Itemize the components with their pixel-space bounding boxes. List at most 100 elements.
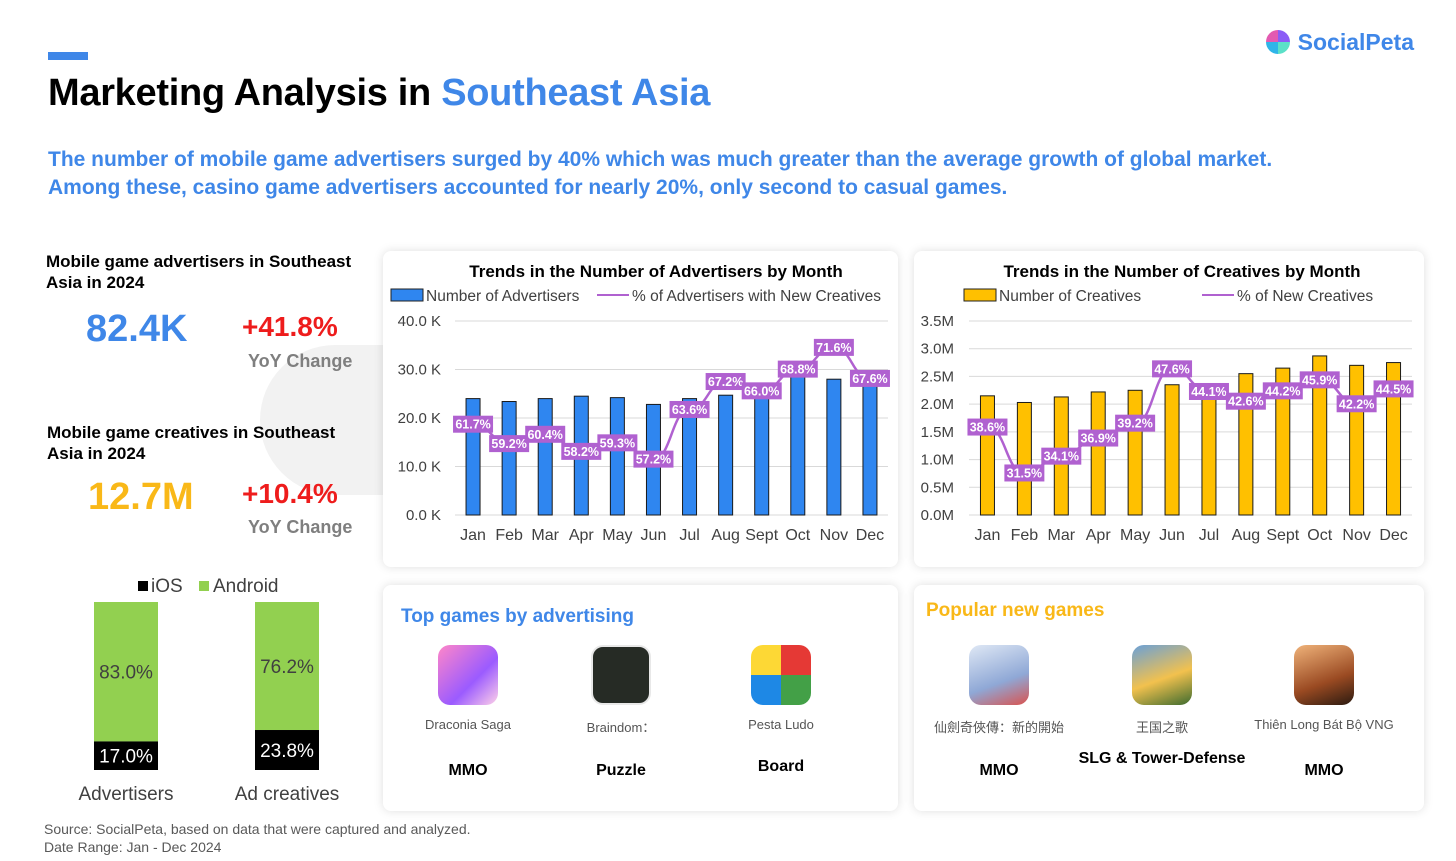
legend-bar-label: Number of Advertisers [426, 288, 580, 305]
game-genre: MMO [979, 762, 1019, 779]
game-item[interactable]: 王国之歌 SLG & Tower-Defense [1077, 645, 1247, 769]
legend-android-label: Android [213, 576, 279, 597]
chart-title: Trends in the Number of Creatives by Mon… [1003, 262, 1360, 281]
data-label-box [1299, 371, 1340, 389]
data-label-box [741, 382, 782, 400]
x-tick-label: Mar [1048, 527, 1076, 544]
legend-bar-swatch [963, 288, 997, 302]
new-games-title: Popular new games [926, 600, 1105, 621]
game-item[interactable]: Thiên Long Bát Bộ VNG MMO [1239, 645, 1409, 781]
new-games-card: Popular new games 仙劍奇俠傳：新的開始 MMO 王国之歌 SL… [914, 585, 1424, 811]
ios-bar [255, 730, 319, 770]
x-tick-label: Jan [975, 527, 1001, 544]
x-tick-label: Aug [1232, 527, 1260, 544]
data-label-box [849, 369, 890, 387]
advertisers-yoy-value: +41.8% [242, 311, 338, 342]
page-title: Marketing Analysis in Southeast Asia [48, 72, 710, 115]
data-label: 31.5% [1007, 466, 1042, 480]
data-label-box [1004, 464, 1045, 482]
data-label-box [1152, 360, 1193, 378]
ios-bar [94, 741, 158, 770]
x-tick-label: Nov [820, 527, 848, 544]
accent-bar [48, 52, 88, 60]
game-name: Draconia Saga [425, 717, 511, 732]
date-range-text: Date Range: Jan - Dec 2024 [44, 839, 222, 855]
data-label-box [453, 415, 494, 433]
game-name: Thiên Long Bát Bộ VNG [1254, 717, 1394, 732]
bar [862, 376, 878, 516]
advertisers-trend-card: Trends in the Number of Advertisers by M… [383, 251, 898, 567]
y-tick-label: 1.0M [921, 452, 954, 469]
creatives-stat-label: Mobile game creatives in Southeast Asia … [47, 423, 336, 463]
legend-ios-label: iOS [151, 576, 183, 597]
data-label-box [1373, 380, 1414, 398]
data-label-box [1225, 392, 1266, 410]
bar [754, 383, 770, 516]
x-tick-label: May [1120, 527, 1150, 544]
socialpeta-logo-icon [1265, 30, 1290, 54]
data-label: 58.2% [564, 445, 599, 459]
advertisers-stat-label: Mobile game advertisers in Southeast Asi… [46, 252, 352, 292]
creatives-trend-chart: Trends in the Number of Creatives by Mon… [921, 262, 1414, 544]
source-note: Source: SocialPeta, based on data that w… [44, 820, 471, 856]
data-label-box [1188, 382, 1229, 400]
legend-line-label: % of Advertisers with New Creatives [632, 288, 881, 305]
creatives-trend-card: Trends in the Number of Creatives by Mon… [914, 251, 1424, 567]
bar [1127, 389, 1143, 516]
data-label-box [1115, 414, 1156, 432]
android-bar [255, 602, 319, 731]
data-label: 44.2% [1265, 384, 1300, 398]
x-tick-label: Mar [531, 527, 559, 544]
platform-share-chart: iOS Android 83.0% 17.0% Advertisers 76.2% 23.8… [78, 576, 339, 805]
x-tick-label: Apr [569, 527, 595, 544]
data-label: 59.3% [600, 436, 635, 450]
bar [826, 378, 842, 516]
ios-value-label: 17.0% [99, 747, 153, 768]
game-item[interactable]: 仙劍奇俠傳：新的開始 MMO [914, 645, 1084, 781]
data-label-box [633, 450, 674, 468]
data-label: 67.2% [708, 375, 743, 389]
data-label: 63.6% [672, 403, 707, 417]
game-item[interactable]: Draconia Saga MMO [383, 645, 553, 781]
y-tick-label: 2.5M [921, 368, 954, 385]
y-tick-label: 20.0 K [398, 410, 441, 427]
x-tick-label: Jan [460, 527, 486, 544]
game-item[interactable]: Braindom： Puzzle [536, 645, 706, 781]
y-tick-label: 0.0M [921, 507, 954, 524]
bar [501, 401, 517, 516]
game-genre: SLG & Tower-Defense [1078, 750, 1246, 767]
data-label-box [777, 360, 818, 378]
x-tick-label: Nov [1342, 527, 1370, 544]
y-tick-label: 0.0 K [406, 507, 441, 524]
y-tick-label: 3.0M [921, 341, 954, 358]
legend-line-label: % of New Creatives [1237, 288, 1373, 305]
android-value-label: 76.2% [260, 657, 314, 678]
bar [1090, 391, 1106, 516]
data-label: 60.4% [527, 428, 562, 442]
x-tick-label: Aug [711, 527, 739, 544]
legend-bar-swatch [390, 288, 424, 302]
game-genre: MMO [1304, 762, 1344, 779]
data-label-box [1078, 429, 1119, 447]
logo-text: SocialPeta [1297, 28, 1414, 55]
category-label: Advertisers [78, 784, 173, 805]
data-label-box [1336, 395, 1377, 413]
android-value-label: 83.0% [99, 663, 153, 684]
data-label: 57.2% [636, 453, 671, 467]
data-label-box [1262, 382, 1303, 400]
bar [1349, 364, 1365, 516]
y-tick-label: 0.5M [921, 479, 954, 496]
bar [1386, 362, 1402, 516]
x-tick-label: Jul [1199, 527, 1219, 544]
x-tick-label: Apr [1086, 527, 1112, 544]
y-tick-label: 40.0 K [398, 313, 441, 330]
y-tick-label: 10.0 K [398, 459, 441, 476]
data-label-box [967, 418, 1008, 436]
android-bar [94, 602, 158, 742]
data-label-box [525, 425, 566, 443]
x-tick-label: Feb [1011, 527, 1039, 544]
data-label: 61.7% [455, 418, 490, 432]
bar [718, 394, 734, 516]
game-item[interactable]: Pesta Ludo Board [696, 645, 866, 777]
y-tick-label: 1.5M [921, 424, 954, 441]
